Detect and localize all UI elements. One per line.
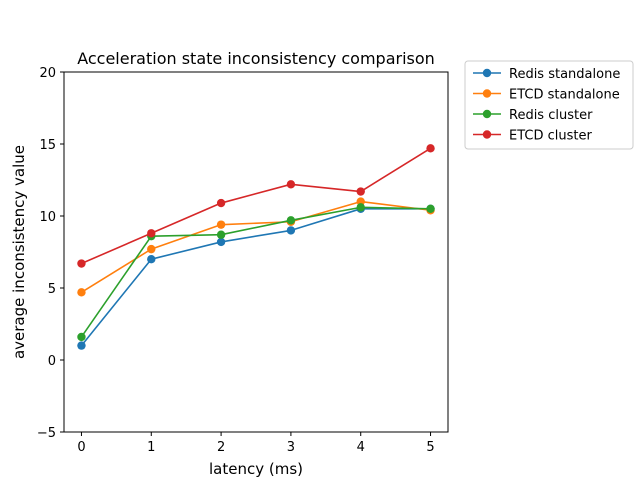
legend: Redis standalone ETCD standalone Redis clu…: [464, 60, 634, 150]
legend-item: ETCD standalone: [473, 88, 620, 103]
legend-label: ETCD cluster: [509, 129, 592, 144]
data-point: [286, 180, 296, 189]
x-tick-label: 2: [217, 440, 225, 455]
legend-label: Redis standalone: [509, 67, 620, 82]
y-tick-label: 15: [39, 138, 56, 153]
y-tick-label: 0: [48, 354, 56, 369]
data-point: [356, 197, 365, 206]
x-tick-label: 3: [287, 440, 295, 455]
y-tick-label: 20: [39, 66, 56, 81]
data-point: [286, 216, 296, 225]
data-point: [147, 255, 156, 264]
series-etcd-cluster: [77, 144, 435, 268]
series-line: [81, 200, 431, 294]
data-point: [77, 341, 86, 350]
legend-frame: [464, 60, 634, 150]
data-point: [426, 144, 435, 153]
x-tick-label: 0: [77, 440, 85, 455]
series-line: [81, 147, 431, 265]
data-point: [77, 259, 86, 268]
legend-label: Redis cluster: [509, 108, 593, 123]
y-axis: −5 0 5 10 15 20: [37, 66, 64, 441]
legend-item: Redis standalone: [473, 67, 620, 82]
series-line: [80, 208, 431, 347]
data-point: [77, 332, 86, 342]
data-point: [216, 230, 226, 239]
data-point: [216, 237, 226, 247]
plot-frame: [63, 71, 449, 433]
chart-title: Acceleration state inconsistency compari…: [77, 49, 435, 68]
y-tick-label: 5: [48, 282, 56, 297]
legend-marker: [482, 89, 492, 98]
legend-marker: [482, 68, 492, 78]
legend-label: ETCD standalone: [509, 88, 620, 103]
data-point: [77, 288, 86, 297]
data-point: [147, 244, 156, 254]
series-line: [80, 206, 431, 338]
data-point: [356, 203, 365, 212]
series-etcd-standalone: [77, 197, 435, 297]
legend-marker: [482, 130, 492, 139]
data-point: [216, 220, 226, 229]
data-point: [216, 198, 226, 208]
x-tick-label: 4: [357, 440, 365, 455]
legend-marker: [482, 109, 492, 119]
data-point: [356, 187, 365, 196]
series-layer: [77, 144, 435, 350]
plot-area: [63, 71, 449, 433]
x-tick-label: 5: [426, 440, 434, 455]
y-tick-label: 10: [39, 210, 56, 225]
series-redis-standalone: [77, 204, 435, 350]
legend-item: Redis cluster: [473, 108, 593, 123]
legend-item: ETCD cluster: [473, 129, 592, 144]
series-redis-cluster: [77, 203, 435, 342]
x-axis-label: latency (ms): [209, 460, 303, 478]
y-axis-label: average inconsistency value: [10, 145, 28, 359]
y-tick-label: −5: [37, 426, 56, 441]
x-axis: 0 1 2 3 4 5: [77, 432, 435, 455]
data-point: [426, 204, 435, 213]
data-point: [286, 226, 296, 235]
data-point: [147, 229, 156, 238]
x-tick-label: 1: [147, 440, 155, 455]
